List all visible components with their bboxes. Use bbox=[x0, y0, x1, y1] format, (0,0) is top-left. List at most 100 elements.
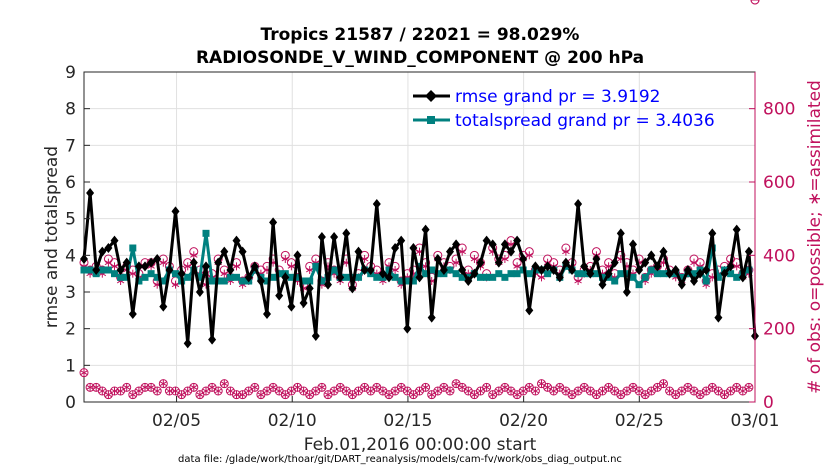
obs-star-stroke bbox=[604, 263, 613, 269]
rmse-point bbox=[134, 261, 143, 272]
rmse-point bbox=[348, 283, 357, 294]
obs-star-stroke bbox=[507, 241, 515, 247]
rmse-point bbox=[330, 232, 339, 242]
rmse-point bbox=[531, 261, 540, 272]
rmse-point bbox=[507, 246, 515, 257]
obs-assimilated-point bbox=[287, 262, 296, 271]
obs-star-stroke bbox=[610, 388, 619, 394]
rmse-point bbox=[293, 250, 302, 261]
obs-star-stroke bbox=[470, 256, 479, 262]
rmse-series bbox=[80, 188, 759, 349]
spread-point bbox=[306, 277, 314, 285]
rmse-point bbox=[202, 261, 210, 272]
y-tick-label: 5 bbox=[65, 210, 76, 230]
obs-star-stroke bbox=[80, 370, 88, 376]
rmse-point bbox=[427, 312, 436, 323]
rmse-point bbox=[403, 323, 412, 334]
rmse-point bbox=[610, 257, 619, 268]
spread-point bbox=[117, 273, 125, 281]
spread-point bbox=[239, 277, 247, 285]
rmse-point bbox=[409, 243, 418, 253]
spread-point bbox=[727, 270, 735, 278]
obs-star-stroke bbox=[391, 267, 399, 273]
rmse-point bbox=[378, 268, 387, 279]
right-tick-label: 200 bbox=[763, 320, 795, 340]
x-tick-label: 02/15 bbox=[383, 411, 432, 431]
spread-point bbox=[574, 270, 582, 278]
obs-star-stroke bbox=[232, 263, 241, 269]
obs-star-stroke bbox=[122, 384, 131, 390]
rmse-point bbox=[397, 235, 406, 246]
rmse-point bbox=[171, 206, 180, 217]
obs-star-stroke bbox=[147, 384, 155, 390]
obs-assimilated-point bbox=[171, 280, 180, 289]
spread-point bbox=[208, 277, 216, 285]
obs-assimilated-low bbox=[214, 387, 222, 395]
obs-star-stroke bbox=[373, 384, 381, 390]
rmse-point bbox=[464, 276, 473, 286]
x-tick-label: 02/10 bbox=[268, 411, 317, 431]
spread-point bbox=[489, 273, 497, 281]
spread-point bbox=[623, 270, 631, 278]
obs-assimilated-point bbox=[562, 247, 570, 256]
obs-star-stroke bbox=[446, 388, 454, 394]
obs-star-stroke bbox=[360, 384, 369, 390]
obs-star-stroke bbox=[220, 381, 229, 387]
rmse-point bbox=[476, 257, 485, 268]
rmse-point bbox=[92, 265, 101, 275]
obs-star-stroke bbox=[171, 282, 180, 288]
spread-point bbox=[184, 273, 192, 281]
rmse-point bbox=[98, 246, 107, 257]
obs-star-stroke bbox=[183, 263, 192, 269]
spread-point bbox=[153, 273, 161, 281]
spread-point bbox=[483, 273, 491, 281]
grid bbox=[84, 72, 755, 402]
rmse-point bbox=[439, 265, 448, 275]
rmse-point bbox=[592, 254, 601, 264]
spread-point bbox=[391, 273, 399, 281]
obs-star-stroke bbox=[507, 388, 515, 394]
legend-spread-label: totalspread grand pr = 3.4036 bbox=[455, 111, 715, 131]
rmse-point bbox=[360, 265, 369, 275]
obs-assimilated-low bbox=[482, 383, 491, 392]
obs-assimilated-low bbox=[659, 379, 668, 388]
spread-point bbox=[269, 273, 277, 281]
rmse-point bbox=[256, 276, 265, 286]
rmse-point bbox=[586, 268, 595, 279]
spread-point bbox=[617, 270, 625, 278]
obs-assimilated-point bbox=[183, 262, 192, 271]
obs-star-stroke bbox=[525, 252, 534, 258]
spread-point bbox=[580, 270, 588, 278]
rmse-point bbox=[305, 283, 314, 294]
right-tick-label: 600 bbox=[763, 173, 795, 193]
rmse-point bbox=[299, 298, 308, 308]
obs-star-stroke bbox=[159, 381, 168, 387]
rmse-point bbox=[153, 254, 162, 264]
spread-point bbox=[513, 270, 521, 278]
rmse-point bbox=[116, 265, 125, 275]
rmse-point bbox=[537, 265, 546, 275]
obs-star-stroke bbox=[525, 384, 534, 390]
spread-point bbox=[702, 277, 710, 285]
obs-star-stroke bbox=[214, 388, 222, 394]
rmse-point bbox=[702, 265, 711, 275]
rmse-point bbox=[659, 246, 668, 257]
obs-star-stroke bbox=[580, 384, 588, 390]
obs-star-stroke bbox=[635, 388, 643, 394]
rmse-point bbox=[159, 301, 168, 312]
spread-point bbox=[141, 273, 149, 281]
rmse-point bbox=[324, 279, 332, 290]
rmse-point bbox=[500, 239, 509, 250]
obs-star-stroke bbox=[665, 388, 674, 394]
obs-assimilated-point bbox=[391, 266, 399, 274]
obs-assimilated-point bbox=[232, 262, 241, 271]
obs-assimilated-point bbox=[574, 277, 582, 285]
obs-star-stroke bbox=[708, 384, 717, 390]
obs-assimilated-point bbox=[110, 262, 119, 271]
rmse-point bbox=[568, 265, 576, 275]
rmse-point bbox=[165, 265, 174, 275]
obs-assimilated-low bbox=[80, 368, 88, 377]
obs-count-markers bbox=[79, 0, 760, 400]
spread-point bbox=[428, 266, 436, 274]
rmse-point bbox=[635, 265, 644, 275]
